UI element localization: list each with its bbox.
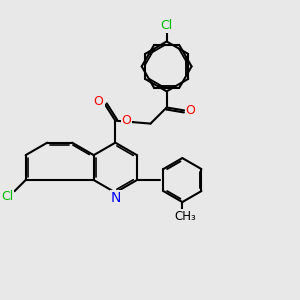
Text: CH₃: CH₃ (174, 210, 196, 223)
Text: N: N (111, 191, 121, 206)
Text: O: O (122, 114, 131, 127)
Text: O: O (186, 104, 196, 117)
Text: Cl: Cl (1, 190, 13, 203)
Text: Cl: Cl (160, 19, 173, 32)
Text: O: O (94, 95, 103, 108)
